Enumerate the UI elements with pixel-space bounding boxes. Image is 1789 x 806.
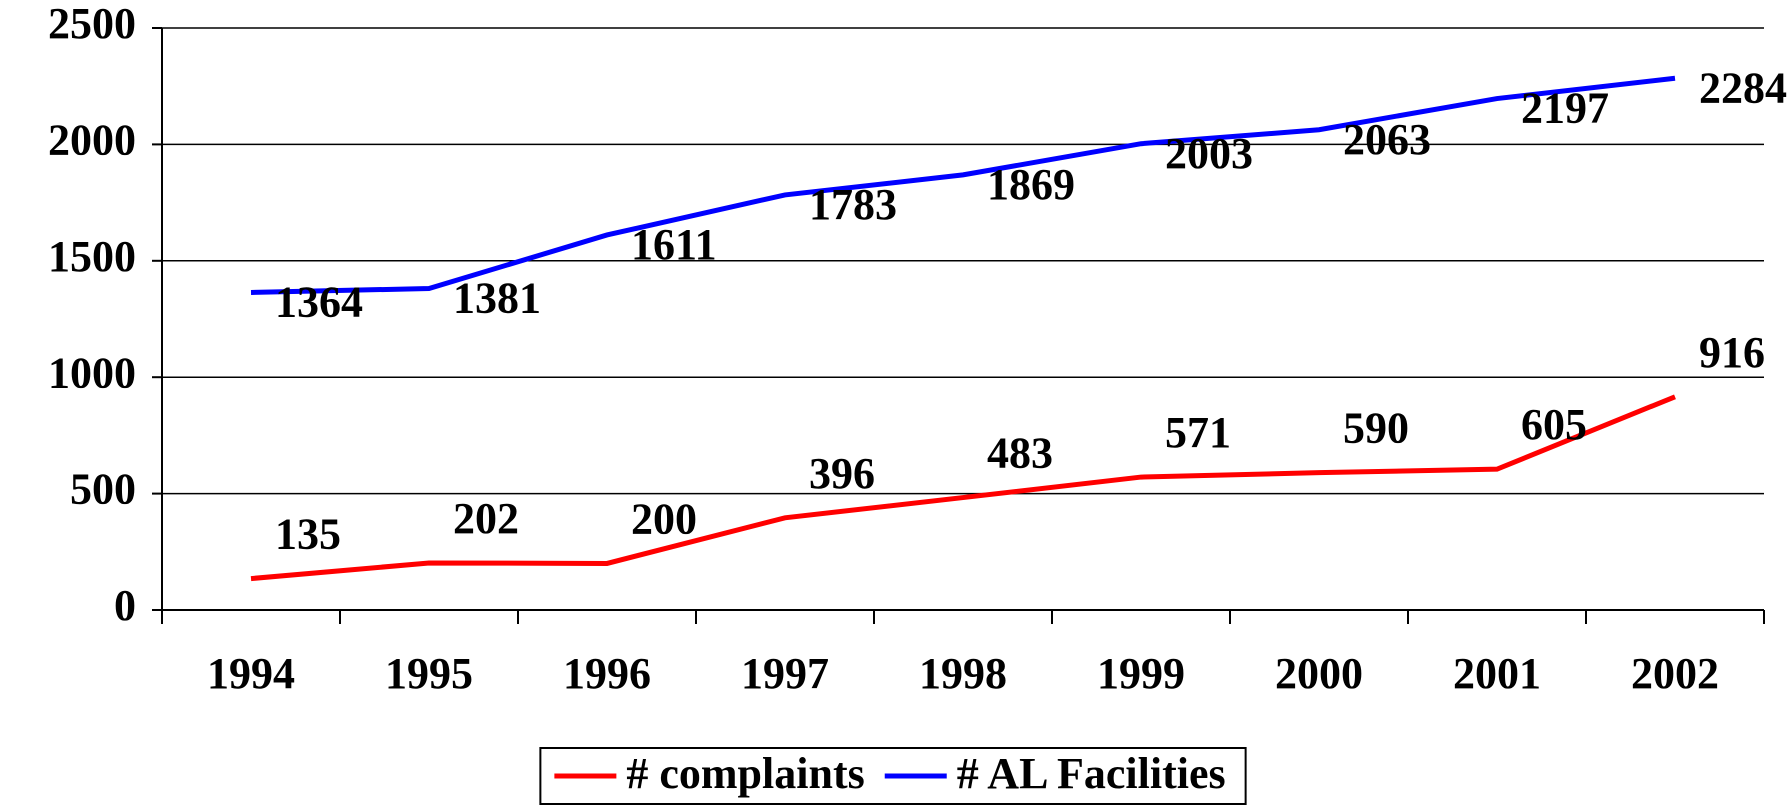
- y-tick-label: 0: [114, 581, 136, 630]
- data-label: 1611: [631, 220, 717, 269]
- data-label: 2284: [1699, 63, 1787, 112]
- data-label: 396: [809, 449, 875, 498]
- x-tick-label: 2002: [1631, 649, 1719, 698]
- legend: # complaints # AL Facilities: [539, 747, 1247, 805]
- data-label: 2063: [1343, 115, 1431, 164]
- data-label: 605: [1521, 400, 1587, 449]
- legend-label: # complaints: [626, 749, 864, 798]
- legend-label: # AL Facilities: [957, 749, 1226, 798]
- data-label: 2197: [1521, 84, 1609, 133]
- data-label: 590: [1343, 404, 1409, 453]
- x-tick-label: 2001: [1453, 649, 1541, 698]
- x-tick-label: 2000: [1275, 649, 1363, 698]
- data-label: 1869: [987, 160, 1075, 209]
- data-label: 483: [987, 429, 1053, 478]
- data-label: 1783: [809, 180, 897, 229]
- y-tick-label: 1500: [48, 232, 136, 281]
- data-label: 916: [1699, 328, 1765, 377]
- series-line: [250, 394, 1676, 582]
- data-label: 202: [453, 494, 519, 543]
- data-label: 1381: [453, 274, 541, 323]
- x-tick-label: 1995: [385, 649, 473, 698]
- data-label: 200: [631, 495, 697, 544]
- data-label: 2003: [1165, 129, 1253, 178]
- x-tick-label: 1998: [919, 649, 1007, 698]
- x-tick-label: 1996: [563, 649, 651, 698]
- x-tick-label: 1999: [1097, 649, 1185, 698]
- data-label: 1364: [275, 278, 363, 327]
- y-tick-label: 2000: [48, 115, 136, 164]
- data-label: 135: [275, 510, 341, 559]
- x-tick-label: 1994: [207, 649, 295, 698]
- x-tick-label: 1997: [741, 649, 829, 698]
- data-label: 571: [1165, 408, 1231, 457]
- y-tick-label: 2500: [48, 0, 136, 48]
- y-tick-label: 500: [70, 465, 136, 514]
- y-tick-label: 1000: [48, 348, 136, 397]
- series-line: [250, 75, 1676, 295]
